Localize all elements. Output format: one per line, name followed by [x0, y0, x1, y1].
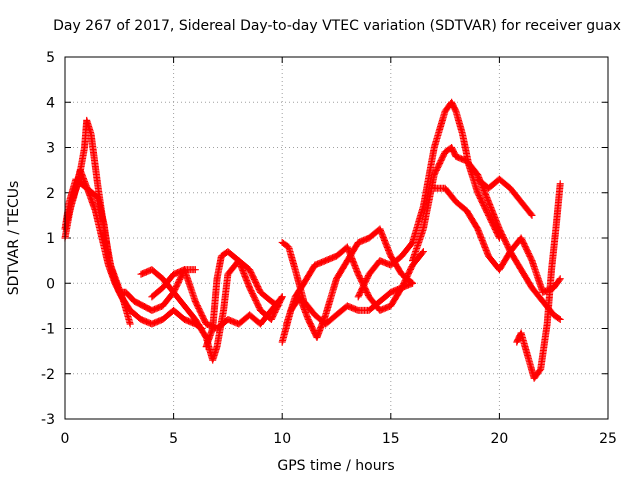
grid-lines — [65, 57, 608, 419]
data-point — [556, 180, 564, 188]
data-point — [409, 279, 417, 287]
x-tick-label: 20 — [490, 431, 508, 447]
data-point — [556, 315, 564, 323]
y-tick-labels: -3 -2 -1 0 1 2 3 4 5 — [41, 50, 608, 428]
x-tick-label: 0 — [61, 431, 70, 447]
x-tick-label: 25 — [599, 431, 617, 447]
y-axis-label: SDTVAR / TECUs — [6, 181, 22, 296]
y-tick-label: -3 — [41, 412, 55, 428]
chart-title: Day 267 of 2017, Sidereal Day-to-day VTE… — [53, 18, 621, 34]
y-tick-label: 0 — [46, 276, 55, 292]
data-point — [419, 248, 427, 256]
data-point — [418, 249, 426, 257]
x-axis-label: GPS time / hours — [277, 458, 394, 474]
y-tick-label: 3 — [46, 141, 55, 157]
data-point — [126, 320, 134, 328]
data-point — [556, 275, 564, 283]
plot-frame — [64, 56, 609, 420]
data-point — [278, 294, 286, 302]
data-point — [191, 266, 199, 274]
data-point — [278, 293, 286, 301]
data-point — [528, 211, 536, 219]
series-sat-h — [278, 225, 417, 346]
x-tick-label: 15 — [382, 431, 400, 447]
series-sat-n — [513, 180, 564, 382]
y-tick-label: -1 — [41, 322, 55, 338]
data-point — [527, 210, 535, 218]
x-tick-label: 5 — [169, 431, 178, 447]
data-point — [407, 278, 415, 286]
x-tick-labels: 0 5 10 15 20 25 — [61, 57, 617, 447]
data-points — [61, 98, 564, 382]
y-tick-label: -2 — [41, 367, 55, 383]
series-sat-f — [202, 248, 286, 351]
series-sat-l — [430, 184, 564, 296]
data-point — [555, 315, 563, 323]
y-tick-label: 2 — [46, 186, 55, 202]
y-tick-label: 5 — [46, 50, 55, 66]
series-sat-b — [61, 175, 199, 314]
y-tick-label: 4 — [46, 95, 55, 111]
data-point — [555, 276, 563, 284]
x-tick-label: 10 — [273, 431, 291, 447]
y-tick-label: 1 — [46, 231, 55, 247]
series-sat-m — [474, 175, 536, 219]
